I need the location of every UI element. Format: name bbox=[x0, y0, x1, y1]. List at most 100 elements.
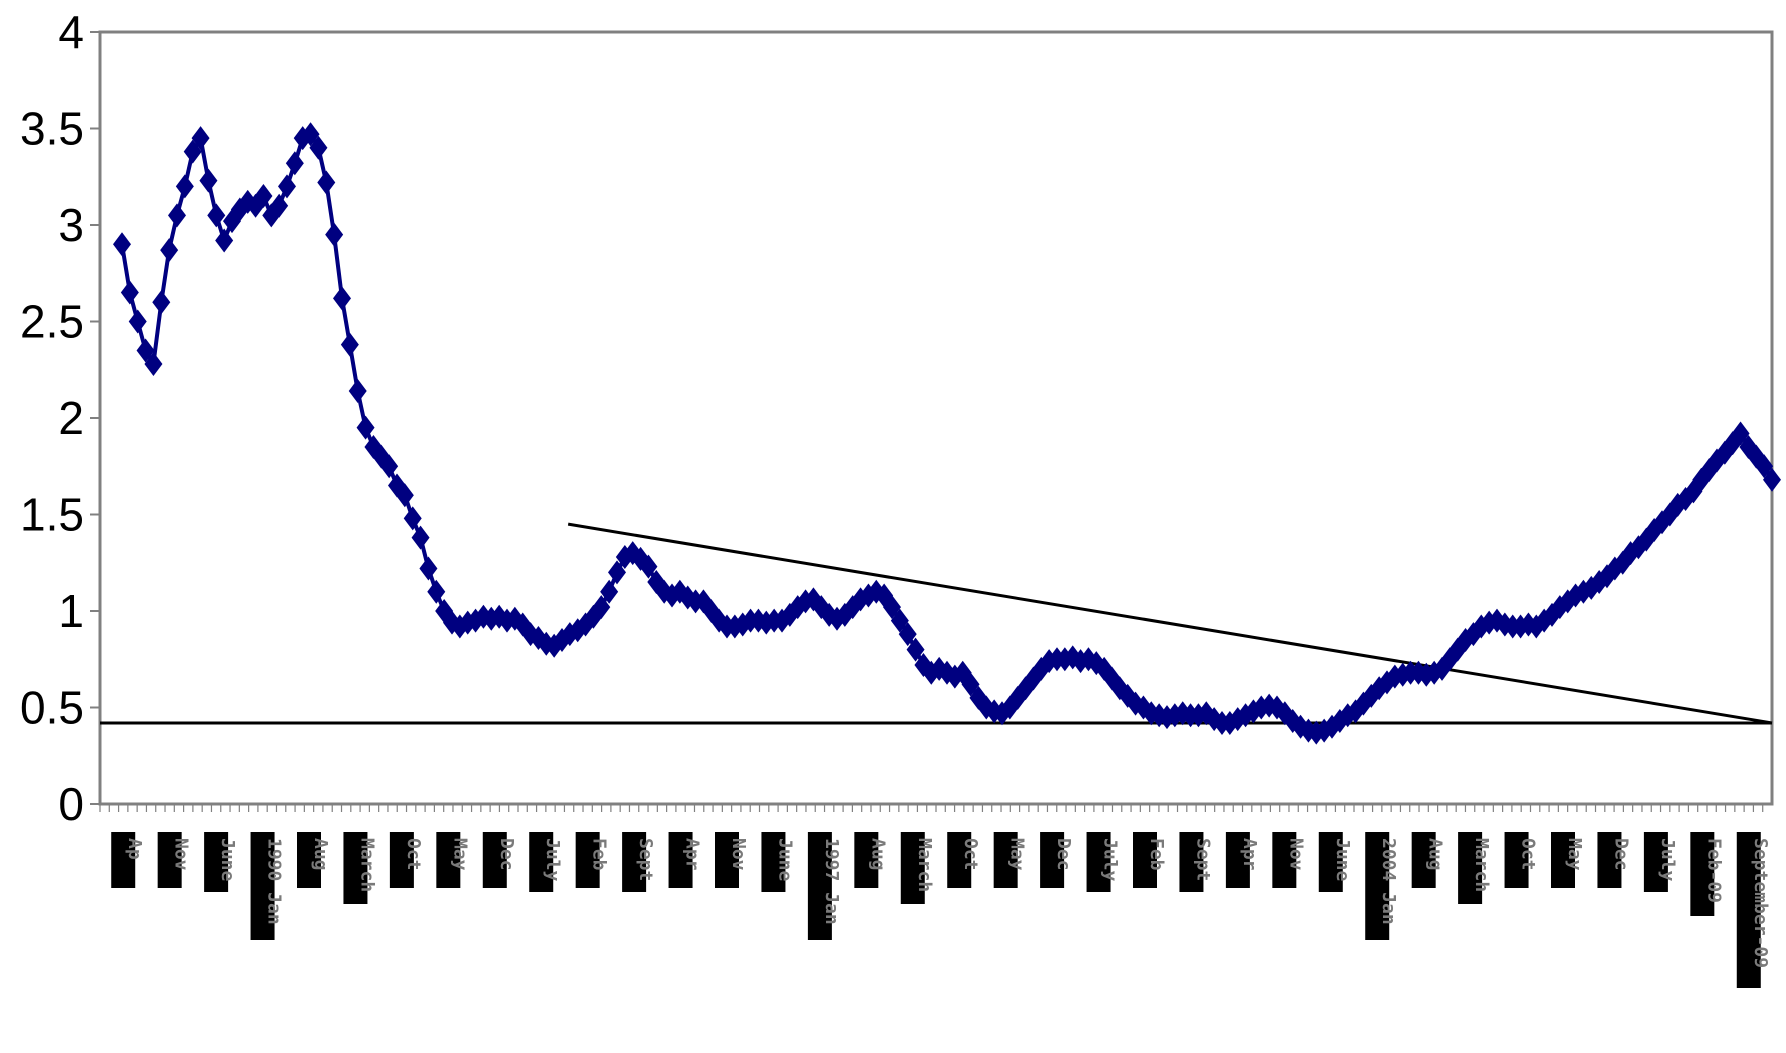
x-tick-label-box bbox=[1086, 832, 1111, 892]
data-point-marker bbox=[175, 174, 194, 199]
x-tick-label-box bbox=[1736, 832, 1761, 988]
data-point-marker bbox=[160, 238, 179, 263]
x-tick-label-box bbox=[297, 832, 321, 888]
data-point-marker bbox=[293, 126, 312, 151]
data-point-marker bbox=[191, 126, 210, 151]
data-point-marker bbox=[906, 637, 925, 662]
x-tick-label: Aug bbox=[867, 838, 888, 871]
data-point-marker bbox=[199, 168, 218, 193]
x-tick-label: Aug bbox=[310, 838, 331, 871]
data-point-marker bbox=[144, 351, 163, 376]
x-tick-label: Nov bbox=[728, 838, 749, 871]
x-tick-label-box bbox=[1458, 832, 1483, 904]
data-point-marker bbox=[285, 151, 304, 176]
y-tick-label: 1.5 bbox=[20, 489, 84, 541]
x-tick-label-box bbox=[529, 832, 554, 892]
x-tick-label: July bbox=[542, 838, 563, 882]
x-tick-label: Oct bbox=[960, 838, 981, 871]
x-tick-label-box bbox=[761, 832, 786, 892]
data-point-marker bbox=[419, 556, 438, 581]
data-point-marker bbox=[270, 193, 289, 218]
y-tick-label: 1 bbox=[58, 585, 84, 637]
x-tick-label-box bbox=[343, 832, 368, 904]
x-tick-label: Nov bbox=[171, 838, 192, 871]
x-tick-label: Sept bbox=[635, 838, 656, 881]
x-tick-label: Dec bbox=[1053, 838, 1074, 871]
data-point-marker bbox=[1653, 510, 1671, 535]
x-tick-label: May bbox=[1007, 838, 1028, 871]
data-point-marker bbox=[411, 525, 430, 550]
data-point-marker bbox=[238, 189, 257, 214]
x-tick-label-box bbox=[1643, 832, 1668, 892]
data-point-marker bbox=[333, 286, 351, 311]
x-tick-label: June bbox=[1332, 838, 1353, 882]
data-point-marker bbox=[592, 595, 611, 620]
x-tick-label-box bbox=[1133, 832, 1157, 888]
y-tick-label: 2.5 bbox=[20, 296, 84, 348]
y-tick-label: 3.5 bbox=[20, 103, 84, 155]
x-tick-label: Oct bbox=[1518, 838, 1539, 871]
x-tick-label: July bbox=[1657, 838, 1678, 882]
x-tick-label-box bbox=[854, 832, 879, 888]
data-point-marker bbox=[309, 135, 328, 160]
data-point-marker bbox=[215, 228, 234, 253]
x-tick-label-box bbox=[1690, 832, 1715, 916]
data-point-marker bbox=[113, 232, 131, 257]
x-tick-label: May bbox=[1564, 838, 1585, 871]
data-point-marker bbox=[168, 203, 186, 228]
data-point-marker bbox=[317, 170, 336, 195]
x-tick-label: June bbox=[774, 838, 795, 882]
data-point-marker bbox=[380, 454, 399, 479]
x-tick-label-box bbox=[204, 832, 229, 892]
data-point-marker bbox=[128, 309, 147, 334]
x-tick-label-box bbox=[157, 832, 182, 888]
x-tick-label: Feb bbox=[589, 838, 610, 871]
x-tick-label: September-09 bbox=[1750, 838, 1771, 968]
y-tick-label: 0.5 bbox=[20, 682, 84, 734]
x-tick-label: March bbox=[914, 838, 935, 892]
x-tick-label: Oct bbox=[403, 838, 424, 871]
y-tick-label: 3 bbox=[58, 199, 84, 251]
data-point-marker bbox=[120, 280, 139, 305]
reference-lines bbox=[100, 522, 1773, 725]
data-point-marker bbox=[348, 378, 367, 403]
plot-area-frame bbox=[98, 30, 1774, 806]
x-tick-label-box bbox=[715, 832, 739, 888]
x-tick-label: Nov bbox=[1285, 838, 1306, 871]
x-tick-label-box bbox=[389, 832, 414, 888]
x-tick-label-box bbox=[1597, 832, 1622, 888]
x-tick-label: Ap bbox=[124, 838, 145, 860]
data-point-marker bbox=[403, 506, 422, 531]
data-point-marker bbox=[254, 184, 273, 209]
x-tick-label: March bbox=[356, 838, 377, 892]
data-point-marker bbox=[600, 579, 619, 604]
x-tick-label: Dec bbox=[1610, 838, 1631, 871]
x-tick-label-box bbox=[1318, 832, 1343, 892]
x-tick-label: Feb-09 bbox=[1703, 838, 1724, 903]
data-point-marker bbox=[608, 560, 626, 585]
x-tick-label-box bbox=[1272, 832, 1297, 888]
x-tick-label-box bbox=[993, 832, 1018, 888]
data-point-marker bbox=[1763, 467, 1781, 492]
data-point-marker bbox=[898, 622, 917, 647]
x-tick-label-box bbox=[668, 832, 693, 888]
data-point-marker bbox=[325, 222, 344, 247]
x-axis: Ap Nov June 1990 Jan Aug March Oct May Dec July Fe… bbox=[99, 804, 1771, 988]
data-point-marker bbox=[340, 332, 359, 357]
data-point-marker bbox=[207, 203, 226, 228]
x-tick-label-box bbox=[1411, 832, 1436, 888]
x-tick-label-box bbox=[111, 832, 136, 888]
x-tick-label: June bbox=[217, 838, 238, 882]
x-tick-label-box bbox=[575, 832, 600, 888]
x-tick-label: Sept bbox=[1192, 838, 1213, 881]
x-tick-label-box bbox=[622, 832, 647, 892]
x-tick-label: 1997 Jan bbox=[821, 838, 842, 925]
x-tick-label: Feb bbox=[1146, 838, 1167, 871]
x-tick-label: May bbox=[449, 838, 470, 871]
x-tick-label-box bbox=[250, 832, 275, 940]
x-tick-label: Dec bbox=[496, 838, 517, 871]
x-tick-label-box bbox=[1551, 832, 1575, 888]
x-tick-label: Aug bbox=[1425, 838, 1446, 871]
